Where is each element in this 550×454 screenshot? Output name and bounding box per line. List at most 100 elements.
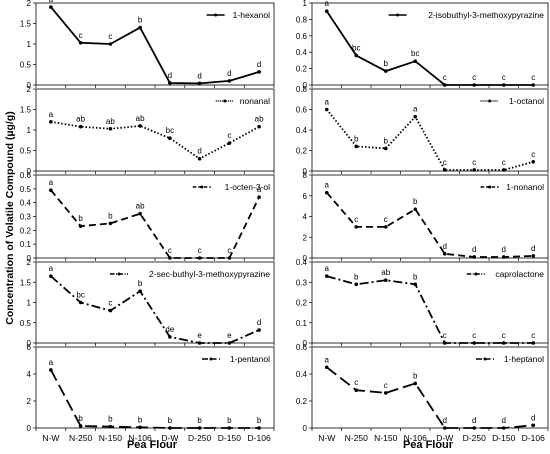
y-tick-label: 6	[303, 192, 308, 201]
data-point	[49, 368, 53, 372]
y-tick-label: 1	[27, 40, 32, 49]
legend-marker	[488, 185, 492, 189]
data-point	[472, 168, 477, 172]
data-point	[227, 341, 232, 345]
legend-label: nonanal	[240, 96, 270, 106]
data-point	[531, 423, 536, 428]
data-point	[501, 341, 506, 345]
y-tick-label: 1.5	[20, 278, 32, 287]
data-point	[472, 255, 477, 259]
y-tick-label: 0.6	[20, 171, 32, 180]
significance-letter: d	[257, 60, 261, 69]
data-point	[78, 124, 83, 129]
y-tick-label: 1.5	[20, 106, 32, 115]
data-point	[197, 426, 202, 430]
data-point	[383, 146, 388, 151]
significance-letter: c	[198, 246, 202, 255]
series-line	[326, 366, 534, 429]
series-line	[50, 6, 260, 85]
x-tick-label: D-250	[188, 433, 211, 443]
legend-label: 1-octanol	[509, 96, 544, 106]
data-point	[168, 136, 172, 140]
significance-letter: bc	[352, 43, 360, 52]
data-point	[78, 300, 83, 305]
series-line	[326, 108, 534, 171]
data-point	[257, 328, 261, 332]
significance-letter: d	[443, 242, 447, 251]
data-point	[78, 224, 83, 228]
significance-letter: c	[531, 331, 535, 340]
significance-letter: e	[197, 331, 202, 340]
legend-label: 1-heptanol	[504, 354, 544, 364]
x-axis-label-right: Pea Flour	[403, 439, 454, 451]
legend-label: 1-octen-3-ol	[225, 182, 270, 192]
y-tick-label: 0	[303, 424, 308, 433]
significance-letter: b	[168, 416, 173, 425]
significance-letter: c	[384, 215, 388, 224]
significance-letter: ab	[106, 117, 115, 126]
series-line	[50, 120, 260, 160]
data-point	[49, 120, 53, 124]
significance-letter: d	[531, 244, 535, 253]
data-point	[501, 83, 506, 87]
x-tick-label: N-106	[404, 433, 427, 443]
y-tick-label: 0	[27, 167, 32, 176]
data-point	[501, 255, 506, 259]
significance-letter: c	[472, 73, 476, 82]
data-point	[354, 388, 359, 393]
data-point	[472, 426, 477, 430]
x-tick-label: D-250	[463, 433, 486, 443]
data-point	[227, 426, 232, 430]
legend-marker	[488, 99, 492, 103]
x-tick-label: D-W	[436, 433, 453, 443]
data-point	[197, 156, 202, 161]
series-line	[50, 369, 260, 429]
data-point	[324, 190, 329, 195]
significance-letter: b	[384, 136, 389, 145]
significance-letter: a	[325, 0, 330, 8]
significance-letter: c	[472, 158, 476, 167]
data-point	[531, 254, 536, 258]
data-point	[324, 274, 329, 278]
significance-letter: a	[257, 185, 262, 194]
significance-letter: b	[354, 272, 359, 281]
significance-letter: a	[325, 264, 330, 273]
legend-marker	[396, 13, 400, 17]
data-point	[108, 221, 113, 226]
significance-letter: d	[531, 413, 535, 422]
y-tick-label: 0	[303, 254, 308, 263]
y-axis-label: Concentration of Volatile Compound (µg/g…	[4, 111, 16, 325]
data-point	[168, 256, 172, 260]
x-tick-label: N-250	[69, 433, 92, 443]
data-point	[413, 114, 418, 119]
data-point	[442, 83, 447, 87]
significance-letter: d	[502, 245, 506, 254]
legend-marker	[200, 185, 204, 189]
significance-letter: b	[197, 416, 202, 425]
data-point	[49, 5, 53, 9]
significance-letter: c	[354, 378, 358, 387]
data-point	[354, 144, 359, 149]
significance-letter: ab	[76, 115, 85, 124]
data-point	[324, 9, 329, 13]
significance-letter: d	[168, 71, 172, 80]
x-tick-label: D-150	[218, 433, 241, 443]
significance-letter: c	[354, 215, 358, 224]
y-tick-label: 0.1	[20, 240, 32, 249]
panel-frame	[311, 261, 549, 344]
data-point	[257, 124, 261, 129]
data-point	[108, 424, 113, 429]
y-tick-label: 2	[27, 0, 32, 8]
data-point	[501, 168, 506, 172]
panel-frame	[311, 346, 549, 429]
data-point	[354, 53, 359, 58]
panel-frame	[35, 174, 275, 259]
significance-letter: c	[168, 246, 172, 255]
significance-letter: ab	[255, 115, 264, 124]
legend-marker	[483, 357, 487, 361]
data-point	[413, 207, 418, 212]
y-tick-label: 1.5	[20, 20, 32, 29]
